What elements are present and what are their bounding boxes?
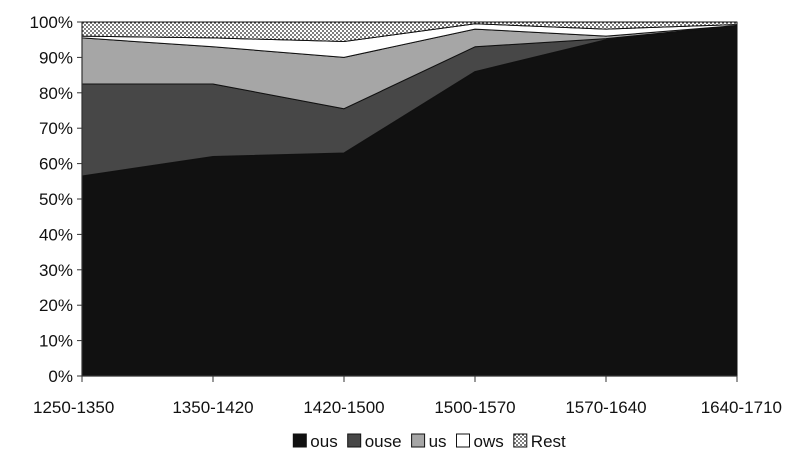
y-tick-label: 10% xyxy=(39,332,73,351)
y-tick-label: 80% xyxy=(39,84,73,103)
legend-label-us: us xyxy=(429,432,447,451)
legend-label-ows: ows xyxy=(474,432,504,451)
legend-swatch-ows xyxy=(456,433,470,448)
axes-layer xyxy=(77,21,738,382)
x-tick-label: 1640-1710 xyxy=(701,398,782,417)
legend-item-rest: Rest xyxy=(513,432,566,451)
series-area-rest xyxy=(81,21,738,42)
legend-swatch-ouse xyxy=(347,433,362,448)
y-tick-label: 50% xyxy=(39,190,73,209)
legend-item-ows: ows xyxy=(456,432,504,451)
legend-label-ous: ous xyxy=(310,432,337,451)
y-tick-label: 40% xyxy=(39,225,73,244)
legend-swatch-ous xyxy=(292,433,307,448)
x-axis-tick-labels: 1250-1350 1350-1420 1420-1500 1500-1570 1570… xyxy=(33,398,782,417)
y-tick-label: 60% xyxy=(39,155,73,174)
x-tick-label: 1570-1640 xyxy=(565,398,646,417)
x-tick-label: 1250-1350 xyxy=(33,398,114,417)
y-axis-tick-labels: 0% 10% 20% 30% 40% 50% 60% 70% 80% 90% 100% xyxy=(30,13,73,386)
legend-label-ouse: ouse xyxy=(365,432,402,451)
y-tick-label: 20% xyxy=(39,296,73,315)
x-tick-label: 1350-1420 xyxy=(172,398,253,417)
x-tick-label: 1500-1570 xyxy=(434,398,515,417)
y-tick-label: 30% xyxy=(39,261,73,280)
y-tick-label: 70% xyxy=(39,119,73,138)
legend: ous ouse us ows Rest xyxy=(292,432,566,451)
areas-layer xyxy=(81,21,738,377)
x-tick-label: 1420-1500 xyxy=(303,398,384,417)
y-tick-label: 100% xyxy=(30,13,73,32)
legend-item-us: us xyxy=(411,432,447,451)
legend-swatch-rest xyxy=(513,433,528,448)
legend-item-ous: ous xyxy=(292,432,338,451)
y-tick-label: 90% xyxy=(39,48,73,67)
legend-swatch-us xyxy=(411,433,426,448)
y-tick-label: 0% xyxy=(48,367,73,386)
legend-item-ouse: ouse xyxy=(347,432,402,451)
legend-label-rest: Rest xyxy=(531,432,566,451)
